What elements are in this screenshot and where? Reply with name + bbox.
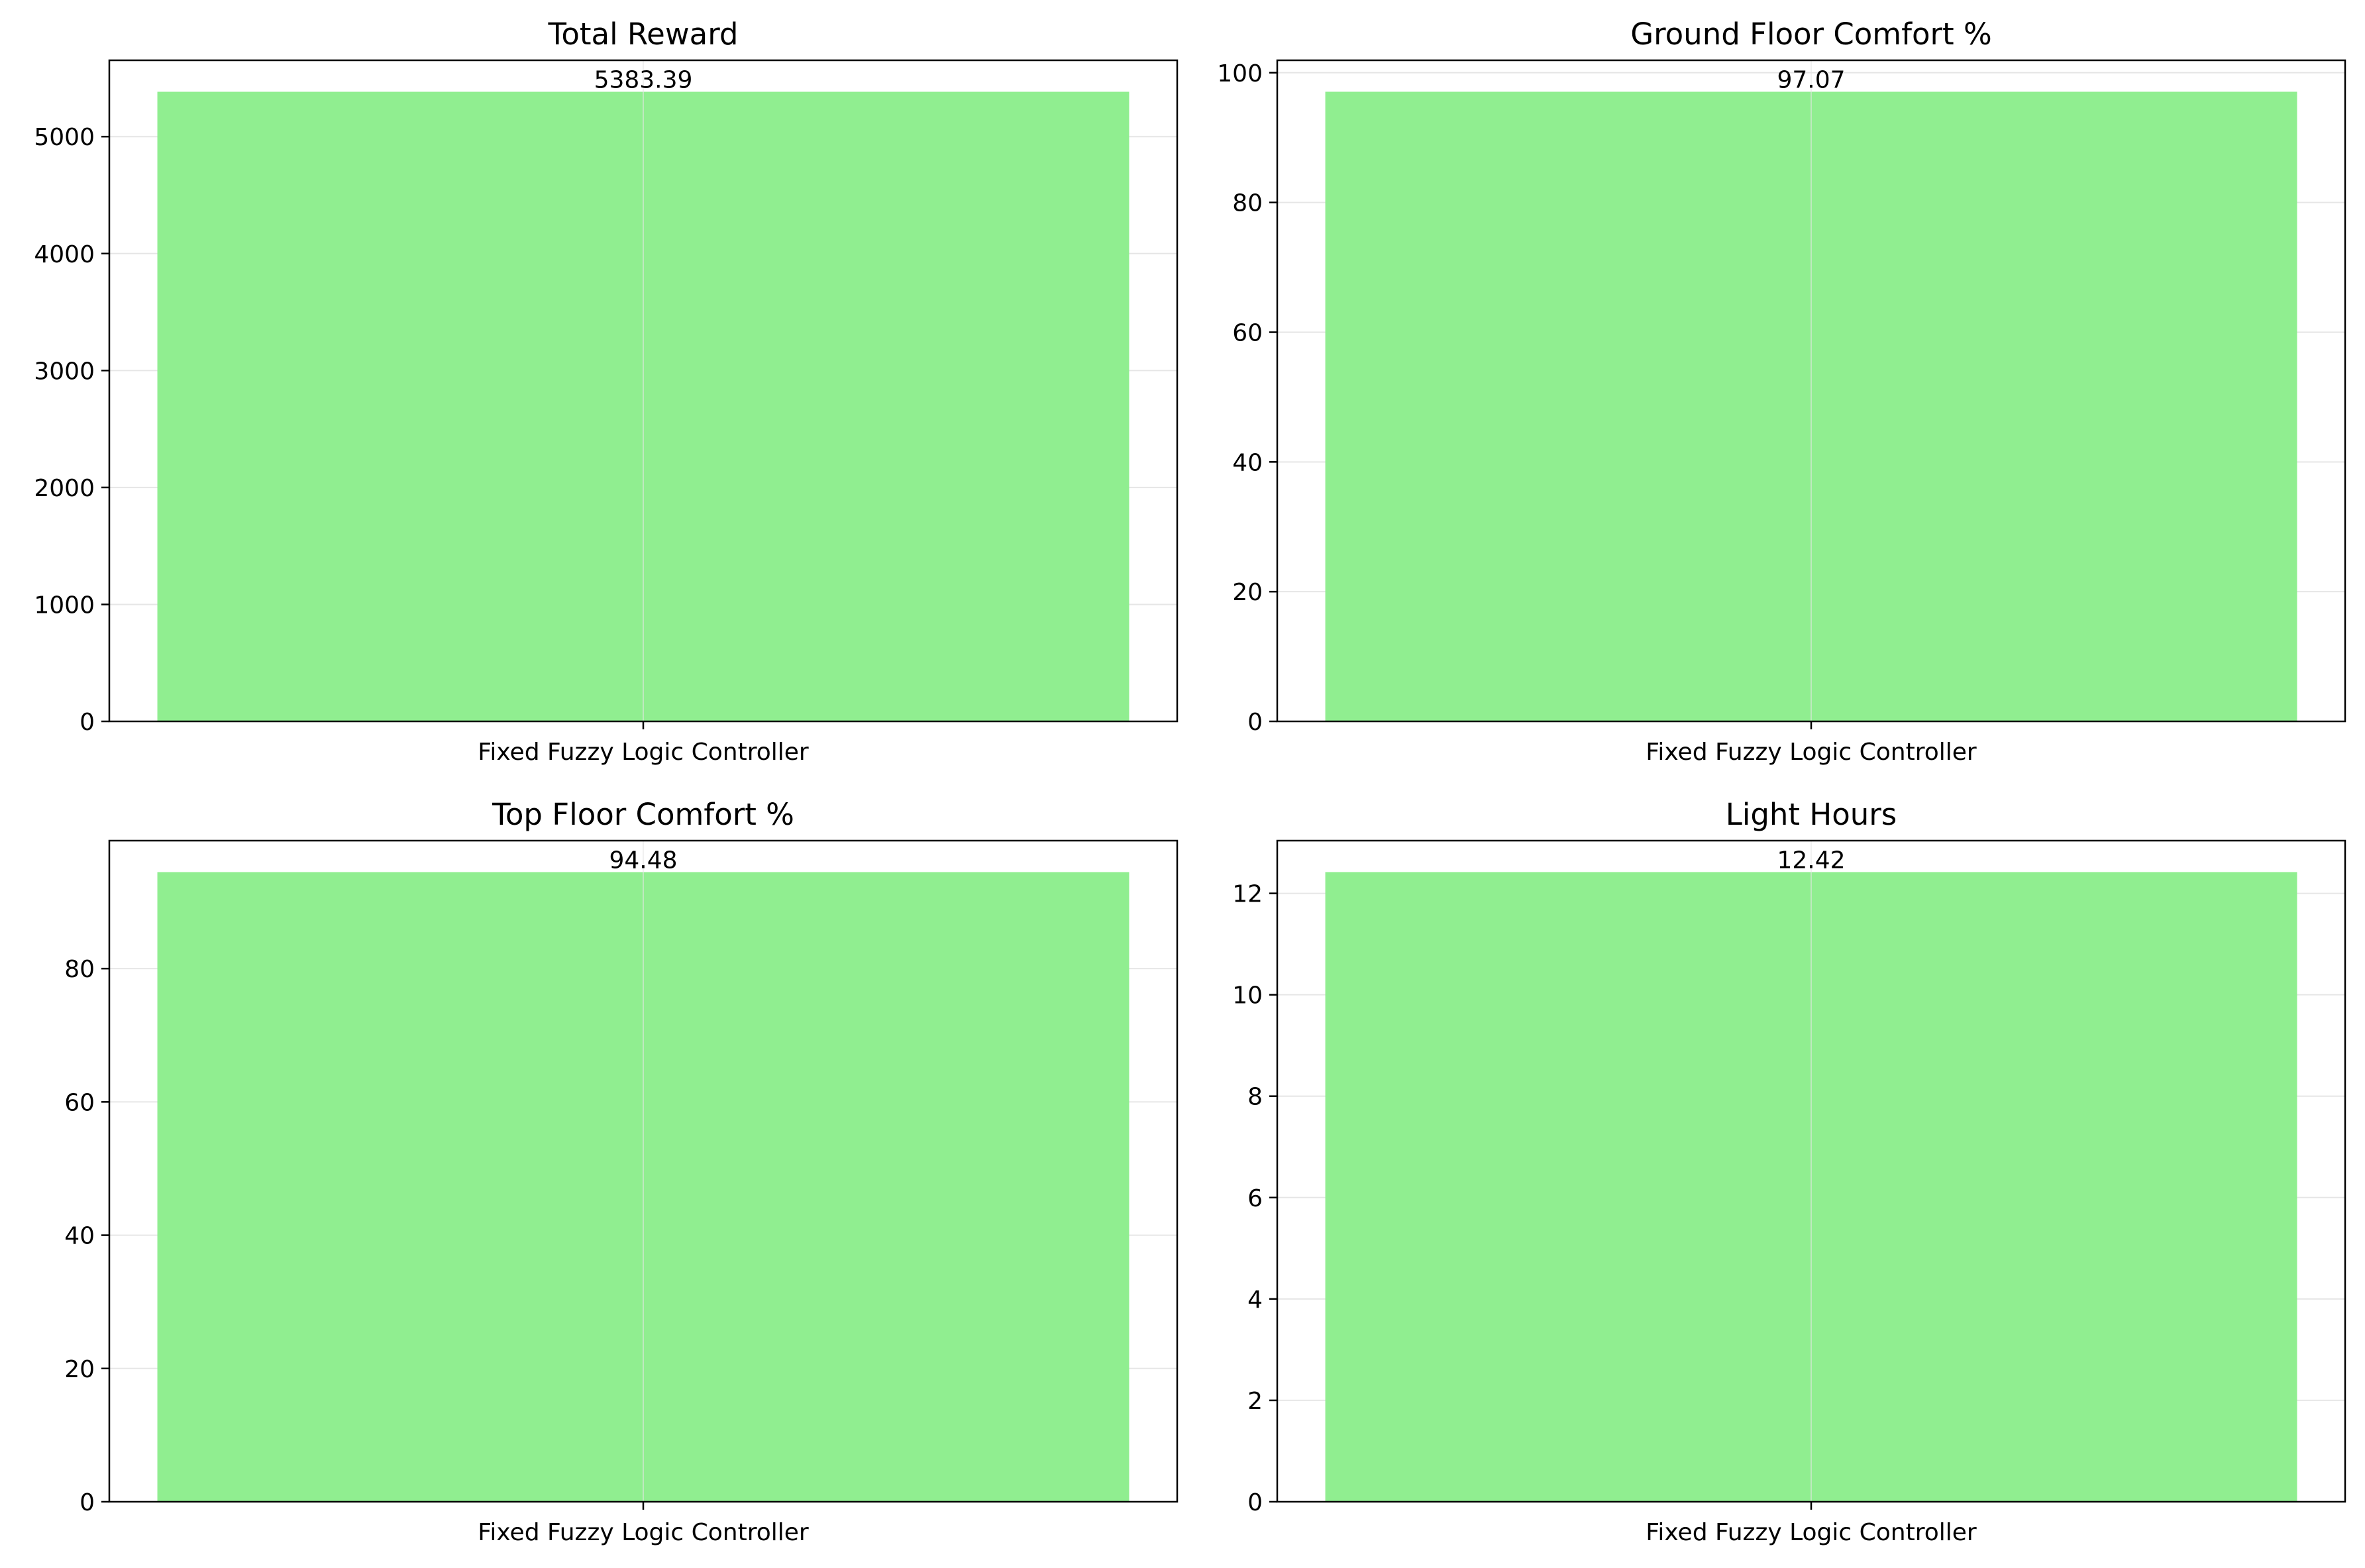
subplot-1: 0 1000 2000 3000 4000 5000 Fixed Fuzzy Logic C… (34, 17, 1179, 766)
x-tick-label: Fixed Fuzzy Logic Controller (1646, 739, 1977, 766)
y-tick-label: 5000 (34, 124, 95, 151)
y-tick-label: 6 (1247, 1185, 1263, 1212)
y-tick-label: 10 (1232, 982, 1263, 1010)
y-tick-label: 4000 (34, 241, 95, 268)
y-tick-label: 100 (1217, 60, 1263, 87)
y-tick-label: 3000 (34, 358, 95, 385)
chart-title: Total Reward (548, 17, 739, 52)
y-tick-label: 2000 (34, 475, 95, 502)
x-tick-label: Fixed Fuzzy Logic Controller (478, 1519, 809, 1546)
subplot-4: 0 2 4 6 8 10 12 Fixed Fuzzy Logic Controller 12.… (1232, 797, 2346, 1546)
y-tick-label: 80 (64, 956, 95, 983)
y-tick-label: 0 (1247, 1489, 1263, 1516)
y-tick-label: 80 (1232, 190, 1263, 217)
chart-title: Top Floor Comfort % (492, 797, 794, 832)
y-tick-label: 1000 (34, 592, 95, 619)
y-tick-label: 4 (1247, 1286, 1263, 1314)
y-tick-label: 2 (1247, 1388, 1263, 1415)
y-tick-label: 0 (79, 709, 95, 736)
chart-title: Light Hours (1726, 797, 1897, 832)
data-label: 94.48 (609, 847, 677, 874)
y-tick-label: 20 (1232, 579, 1263, 606)
y-tick-label: 12 (1232, 881, 1263, 908)
subplot-2: 0 20 40 60 80 100 Fixed Fuzzy Logic Controller… (1217, 17, 2346, 766)
y-tick-label: 8 (1247, 1084, 1263, 1111)
data-label: 5383.39 (594, 67, 693, 94)
data-label: 97.07 (1777, 66, 1845, 93)
y-tick-label: 40 (1232, 449, 1263, 476)
y-tick-label: 0 (1247, 709, 1263, 736)
y-tick-label: 0 (79, 1489, 95, 1516)
x-tick-label: Fixed Fuzzy Logic Controller (1646, 1519, 1977, 1546)
y-tick-label: 20 (64, 1356, 95, 1383)
subplot-3: 0 20 40 60 80 Fixed Fuzzy Logic Controller 94.… (64, 797, 1179, 1546)
chart-title: Ground Floor Comfort % (1630, 17, 1991, 52)
x-tick-label: Fixed Fuzzy Logic Controller (478, 739, 809, 766)
data-label: 12.42 (1777, 847, 1845, 874)
y-tick-label: 40 (64, 1223, 95, 1250)
y-tick-label: 60 (1232, 319, 1263, 346)
y-tick-label: 60 (64, 1089, 95, 1116)
